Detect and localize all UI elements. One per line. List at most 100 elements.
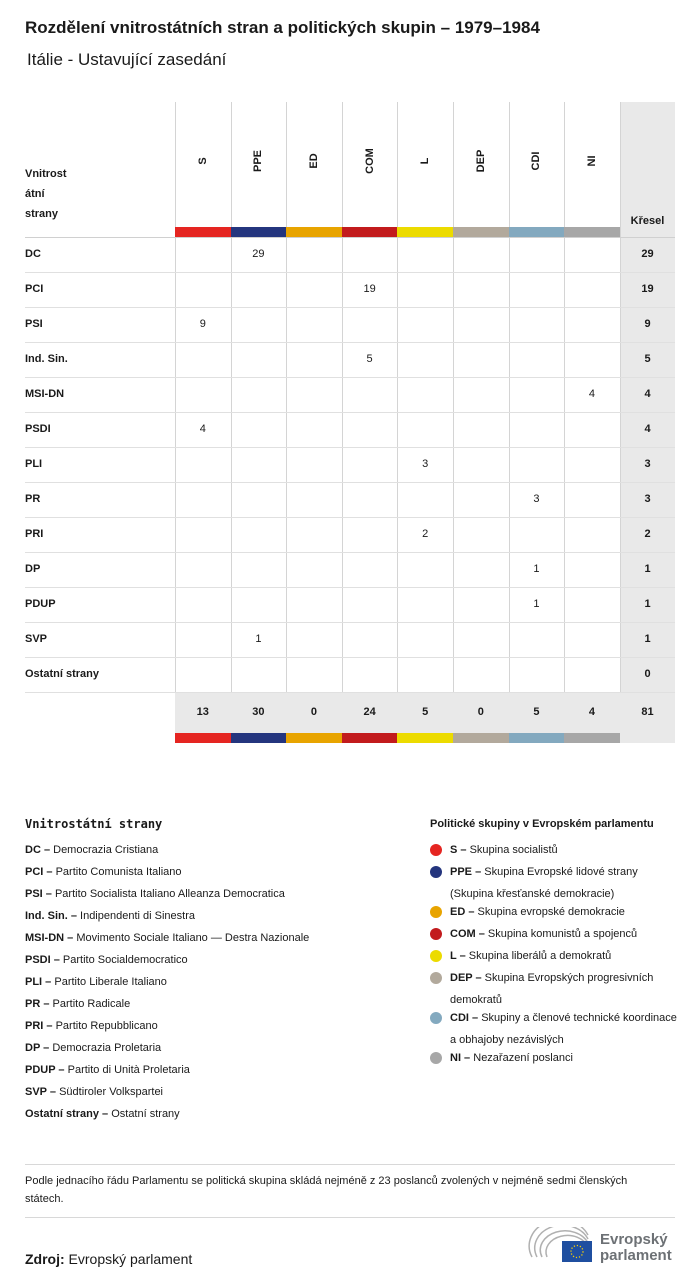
- seat-value: 1: [533, 563, 540, 575]
- legend-item: PSI – Partito Socialista Italiano Allean…: [25, 883, 285, 905]
- group-color-band: [286, 733, 342, 743]
- column-total: 30: [252, 706, 265, 718]
- logo-text: Evropský: [600, 1231, 668, 1248]
- color-dot-icon: [430, 1012, 442, 1024]
- column-total: 5: [422, 706, 429, 718]
- row-rule: [25, 517, 675, 518]
- legend-code: PRI –: [25, 1020, 53, 1032]
- total-header: Křesel: [630, 215, 665, 227]
- row-total: 29: [641, 248, 654, 260]
- column-divider: [564, 102, 566, 692]
- row-rule: [25, 447, 675, 448]
- legend-item: DP – Democrazia Proletaria: [25, 1037, 161, 1059]
- row-total: 4: [644, 388, 651, 400]
- row-total: 1: [644, 598, 651, 610]
- group-color-band: [508, 227, 565, 237]
- legend-heading: Vnitrostátní strany: [25, 817, 163, 831]
- seat-value: 4: [199, 423, 206, 435]
- legend-name: Partito Comunista Italiano: [55, 866, 182, 878]
- legend-name: Democrazia Proletaria: [52, 1042, 162, 1054]
- group-header-com: COM: [363, 148, 376, 174]
- seat-total-column-bg: [620, 102, 675, 743]
- total-bg: [564, 692, 620, 733]
- seat-value: 1: [255, 633, 262, 645]
- legend-name: Partito Liberale Italiano: [54, 976, 167, 988]
- seat-value: 3: [422, 458, 429, 470]
- source: Zdroj: Evropský parlament: [25, 1251, 192, 1267]
- color-dot-icon: [430, 1052, 442, 1064]
- legend-code: PCI –: [25, 866, 53, 878]
- legend-item: PDUP – Partito di Unità Proletaria: [25, 1059, 190, 1081]
- total-bg: [341, 692, 398, 733]
- group-header-l: L: [419, 157, 432, 165]
- legend-code: L –: [450, 950, 466, 962]
- color-dot-icon: [430, 950, 442, 962]
- group-header-cdi: CDI: [530, 151, 543, 171]
- legend-name: Nezařazení poslanci: [473, 1052, 573, 1064]
- column-total: 4: [588, 706, 596, 718]
- legend-name: Partito Socialdemocratico: [62, 954, 188, 966]
- footnote: Podle jednacího řádu Parlamentu se polit…: [25, 1175, 628, 1205]
- seat-value: 1: [533, 598, 540, 610]
- legend-item: PSDI – Partito Socialdemocratico: [25, 949, 188, 971]
- ep-logo: Evropský parlament: [528, 1227, 678, 1267]
- group-header-ed: ED: [308, 153, 320, 169]
- legend-name: Partito Socialista Italiano Alleanza Dem…: [54, 888, 285, 900]
- legend-code: COM –: [450, 928, 485, 940]
- column-divider: [341, 102, 343, 692]
- legend-name: Skupina Evropské lidové strany (Skupina …: [450, 866, 638, 900]
- legend-item: PR – Partito Radicale: [25, 993, 130, 1015]
- seat-value: 3: [533, 493, 540, 505]
- row-rule: [25, 587, 675, 588]
- seat-value: 4: [588, 388, 596, 400]
- row-label: Ostatní strany: [25, 668, 99, 680]
- source-value: Evropský parlament: [68, 1251, 193, 1267]
- column-divider: [286, 102, 288, 692]
- row-rule: [25, 657, 675, 658]
- legend-item: S – Skupina socialistů: [430, 839, 680, 861]
- seat-value: 9: [199, 318, 206, 330]
- group-color-band: [175, 733, 231, 743]
- legend-item: DC – Democrazia Cristiana: [25, 839, 158, 861]
- group-color-band: [175, 227, 231, 237]
- row-total: 19: [641, 283, 654, 295]
- legend-item: Ostatní strany – Ostatní strany: [25, 1103, 180, 1125]
- row-rule: [25, 622, 675, 623]
- legend-item: PPE – Skupina Evropské lidové strany (Sk…: [430, 861, 680, 905]
- row-rule: [25, 272, 675, 273]
- legend-name: Ostatní strany: [111, 1108, 180, 1120]
- group-color-band: [341, 733, 398, 743]
- logo-text: parlament: [600, 1247, 672, 1264]
- legend-heading: Politické skupiny v Evropském parlamentu: [430, 818, 654, 830]
- legend-name: Movimento Sociale Italiano — Destra Nazi…: [76, 932, 310, 944]
- column-total: 5: [533, 706, 540, 718]
- legend-item: L – Skupina liberálů a demokratů: [430, 945, 680, 967]
- legend-item: SVP – Südtiroler Volkspartei: [25, 1081, 163, 1103]
- legend-code: PSI –: [25, 888, 52, 900]
- row-total: 1: [644, 563, 651, 575]
- legend-item: CDI – Skupiny a členové technické koordi…: [430, 1007, 680, 1051]
- row-total: 0: [644, 668, 651, 680]
- row-label: PSDI: [25, 423, 51, 435]
- row-label: PSI: [25, 318, 43, 330]
- legend-code: S –: [450, 844, 467, 856]
- row-label: SVP: [25, 633, 48, 645]
- legend-name: Partito Repubblicano: [55, 1020, 158, 1032]
- legend-name: Partito di Unità Proletaria: [67, 1064, 190, 1076]
- column-divider: [453, 102, 454, 692]
- legend-item: ED – Skupina evropské demokracie: [430, 901, 680, 923]
- legend-code: Ostatní strany –: [25, 1108, 109, 1120]
- group-color-band: [341, 227, 398, 237]
- column-total: 0: [310, 706, 318, 718]
- row-label: DP: [25, 563, 41, 575]
- row-total: 9: [644, 318, 651, 330]
- group-color-band: [453, 227, 509, 237]
- legend-name: Skupina Evropských progresivních demokra…: [450, 972, 654, 1006]
- row-total: 3: [644, 493, 651, 505]
- row-header: átní: [25, 188, 45, 200]
- row-rule: [25, 377, 675, 378]
- legend-item: NI – Nezařazení poslanci: [430, 1047, 680, 1069]
- total-bg: [286, 692, 342, 733]
- column-total: 24: [363, 706, 376, 718]
- legend-item: MSI-DN – Movimento Sociale Italiano — De…: [25, 927, 309, 949]
